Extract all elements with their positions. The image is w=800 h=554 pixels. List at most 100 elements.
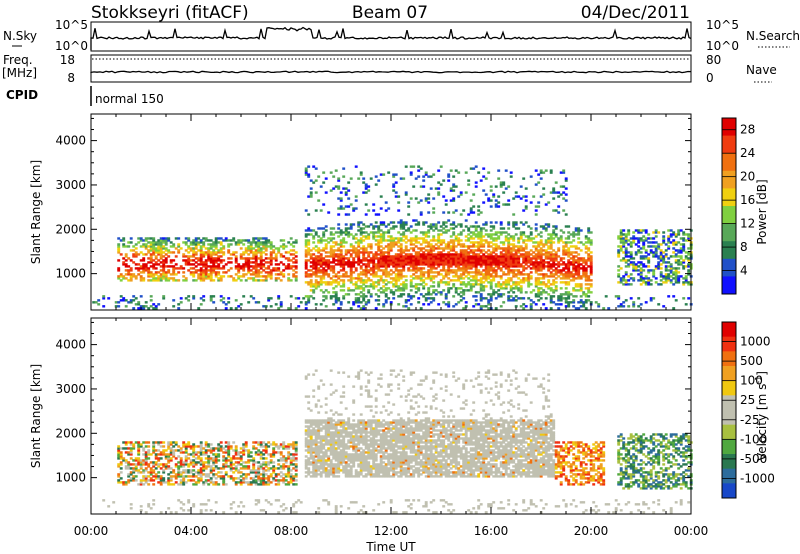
power-cell — [414, 287, 418, 290]
power-cell — [549, 191, 553, 194]
velocity-cell — [167, 455, 171, 458]
power-cell — [244, 259, 248, 262]
power-cell — [534, 267, 538, 270]
power-cell — [462, 209, 466, 212]
velocity-cell — [162, 453, 166, 456]
velocity-cell — [202, 483, 206, 486]
power-cell — [379, 253, 383, 256]
power-cell — [417, 169, 421, 172]
power-cell — [189, 267, 193, 270]
power-cell — [479, 279, 483, 282]
power-cell — [247, 259, 251, 262]
power-cell — [457, 259, 461, 262]
power-cell — [352, 245, 356, 248]
power-cell — [154, 251, 158, 254]
power-cell — [209, 255, 213, 258]
power-cell — [347, 259, 351, 262]
power-cell — [462, 277, 466, 280]
power-cell — [542, 283, 546, 286]
power-cell — [632, 257, 636, 260]
velocity-cell — [177, 483, 181, 486]
power-cell — [584, 277, 588, 280]
power-cell — [434, 261, 438, 264]
power-cell — [567, 263, 571, 266]
colorbar-tick-label: 24 — [740, 146, 755, 160]
power-cell — [479, 227, 483, 230]
power-cell — [374, 273, 378, 276]
power-cell — [502, 293, 506, 296]
power-cell — [512, 223, 516, 226]
power-cell — [412, 257, 416, 260]
power-cell — [509, 259, 513, 262]
power-cell — [674, 279, 678, 282]
power-cell — [619, 281, 623, 284]
power-cell — [579, 259, 583, 262]
power-cell — [587, 275, 591, 278]
velocity-cell — [197, 471, 201, 474]
power-cell — [427, 293, 431, 296]
velocity-cell — [199, 471, 203, 474]
power-cell — [367, 253, 371, 256]
velocity-cell — [209, 465, 213, 468]
power-cell — [344, 261, 348, 264]
power-cell — [489, 285, 493, 288]
power-cell — [549, 273, 553, 276]
power-cell — [424, 233, 428, 236]
power-cell — [437, 251, 441, 254]
power-cell — [657, 263, 661, 266]
power-cell — [177, 303, 181, 306]
power-cell — [362, 305, 366, 308]
power-cell — [234, 265, 238, 268]
power-cell — [539, 267, 543, 270]
power-cell — [119, 299, 123, 302]
power-cell — [544, 227, 548, 230]
velocity-cell — [194, 463, 198, 466]
velocity-cell — [179, 481, 183, 484]
power-cell — [364, 263, 368, 266]
power-cell — [382, 291, 386, 294]
velocity-cell — [222, 459, 226, 462]
velocity-cell — [252, 467, 256, 470]
power-cell — [517, 289, 521, 292]
power-cell — [589, 261, 593, 264]
power-cell — [399, 219, 403, 222]
power-cell — [304, 173, 308, 176]
power-cell — [372, 231, 376, 234]
power-cell — [469, 199, 473, 202]
velocity-cell — [172, 483, 176, 486]
power-cell — [494, 265, 498, 268]
power-cell — [522, 265, 526, 268]
power-cell — [667, 261, 671, 264]
power-cell — [509, 269, 513, 272]
power-cell — [567, 247, 571, 250]
power-cell — [234, 241, 238, 244]
power-cell — [567, 303, 571, 306]
power-cell — [347, 213, 351, 216]
power-cell — [357, 221, 361, 224]
power-cell — [477, 241, 481, 244]
power-cell — [529, 175, 533, 178]
power-cell — [187, 245, 191, 248]
power-cell — [504, 237, 508, 240]
power-cell — [272, 267, 276, 270]
power-cell — [417, 241, 421, 244]
power-cell — [254, 301, 258, 304]
power-cell — [274, 267, 278, 270]
power-cell — [497, 255, 501, 258]
power-cell — [419, 249, 423, 252]
velocity-cell — [199, 443, 203, 446]
power-cell — [432, 207, 436, 210]
power-cell — [642, 245, 646, 248]
power-cell — [467, 283, 471, 286]
power-cell — [512, 297, 516, 300]
power-cell — [384, 283, 388, 286]
velocity-cell — [132, 443, 136, 446]
power-cell — [522, 177, 526, 180]
power-cell — [619, 249, 623, 252]
power-cell — [647, 253, 651, 256]
power-cell — [437, 241, 441, 244]
power-cell — [439, 261, 443, 264]
power-cell — [294, 239, 298, 242]
power-cell — [467, 281, 471, 284]
power-cell — [474, 291, 478, 294]
